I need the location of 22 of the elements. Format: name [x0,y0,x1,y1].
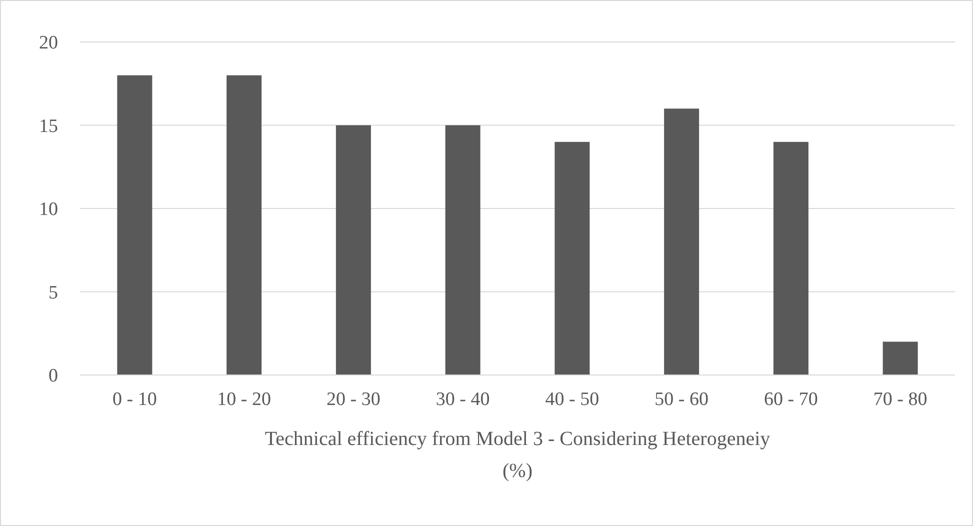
bar [336,125,371,375]
x-tick-label: 0 - 10 [112,389,157,410]
bar [882,342,918,375]
y-tick-label: 0 [48,366,58,387]
x-tick-label: 30 - 40 [436,389,490,410]
bar [554,142,590,375]
bar [226,75,262,375]
x-tick-label: 70 - 80 [873,389,928,410]
bar [117,75,152,375]
x-tick-label: 20 - 30 [326,389,380,410]
x-tick-label: 60 - 70 [764,389,818,410]
x-tick-label: 10 - 20 [217,389,271,410]
x-axis-title: Technical efficiency from Model 3 - Considering Heterogeneiy (%) [264,428,770,482]
x-tick-label: 50 - 60 [654,389,708,410]
bar [664,108,700,375]
y-tick-label: 20 [39,32,58,54]
y-tick-label: 15 [39,116,58,137]
bar [773,142,808,375]
y-tick-label: 5 [48,282,58,304]
x-tick-label: 40 - 50 [545,389,600,410]
y-tick-label: 10 [39,199,58,220]
bar [445,125,480,375]
